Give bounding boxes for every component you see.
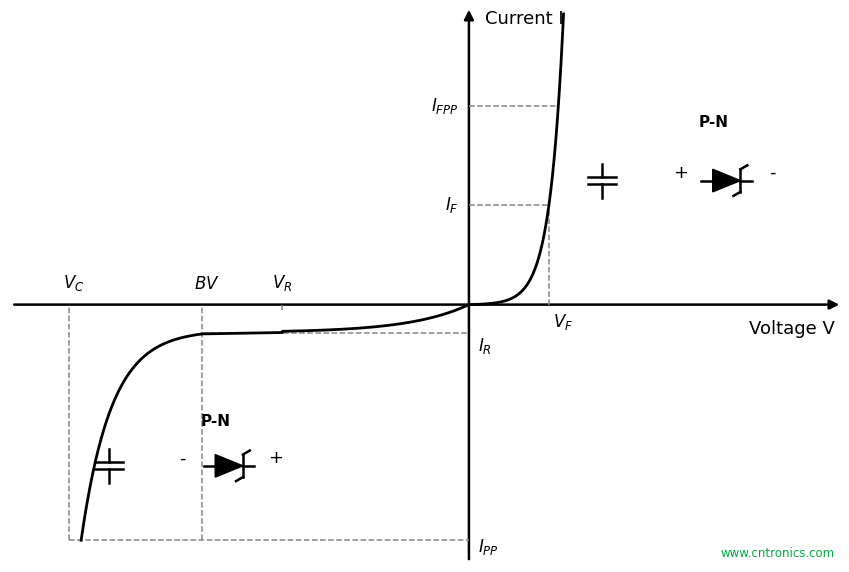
Text: $BV$: $BV$ (194, 276, 220, 293)
Text: +: + (267, 450, 283, 467)
Text: -: - (769, 164, 776, 182)
Polygon shape (712, 169, 740, 192)
Text: $I_{FPP}$: $I_{FPP}$ (430, 96, 458, 116)
Text: Voltage V: Voltage V (749, 320, 835, 338)
Text: $I_R$: $I_R$ (478, 336, 492, 356)
Polygon shape (215, 455, 243, 477)
Text: $I_F$: $I_F$ (445, 196, 458, 216)
Text: Current I: Current I (485, 10, 564, 28)
Text: $V_R$: $V_R$ (273, 273, 293, 293)
Text: www.cntronics.com: www.cntronics.com (721, 547, 835, 560)
Text: P-N: P-N (698, 115, 728, 130)
Text: $I_{PP}$: $I_{PP}$ (478, 537, 498, 557)
Text: -: - (180, 450, 186, 467)
Text: +: + (673, 164, 688, 182)
Text: $V_C$: $V_C$ (63, 273, 84, 293)
Text: $V_F$: $V_F$ (554, 312, 574, 332)
Text: P-N: P-N (200, 414, 231, 428)
